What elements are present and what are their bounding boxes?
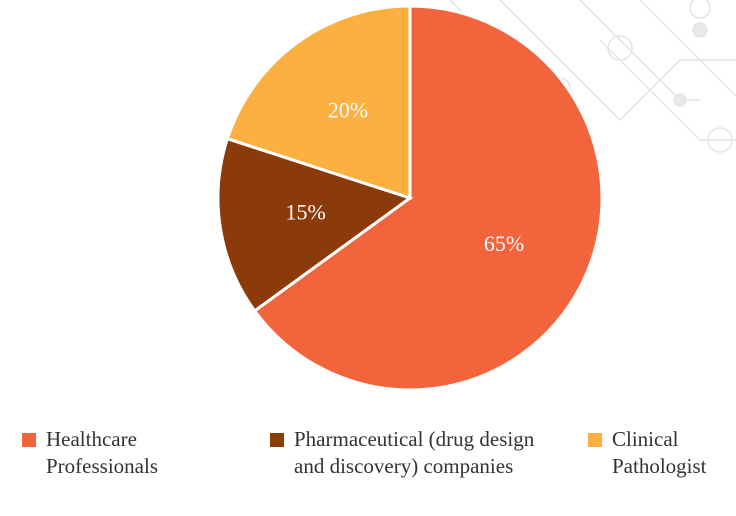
background-decoration	[449, 0, 736, 170]
legend-swatch	[588, 433, 602, 447]
slice-label: 15%	[286, 200, 326, 225]
slice-label: 20%	[328, 98, 368, 123]
slice-label: 65%	[484, 231, 524, 256]
legend-label: Pharmaceutical (drug design and discover…	[294, 427, 535, 478]
legend-swatch	[22, 433, 36, 447]
legend-item: Clinical Pathologist	[588, 426, 736, 480]
legend-swatch	[270, 433, 284, 447]
legend-item: Healthcare Professionals	[22, 426, 206, 480]
legend-label: Healthcare Professionals	[46, 427, 158, 478]
pie-slice	[225, 4, 412, 201]
pie-slice	[252, 4, 604, 392]
legend-label: Clinical Pathologist	[612, 427, 707, 478]
pie-slice	[216, 136, 414, 313]
legend-item: Pharmaceutical (drug design and discover…	[270, 426, 544, 480]
pie: 65% 15% 20%	[216, 4, 604, 392]
